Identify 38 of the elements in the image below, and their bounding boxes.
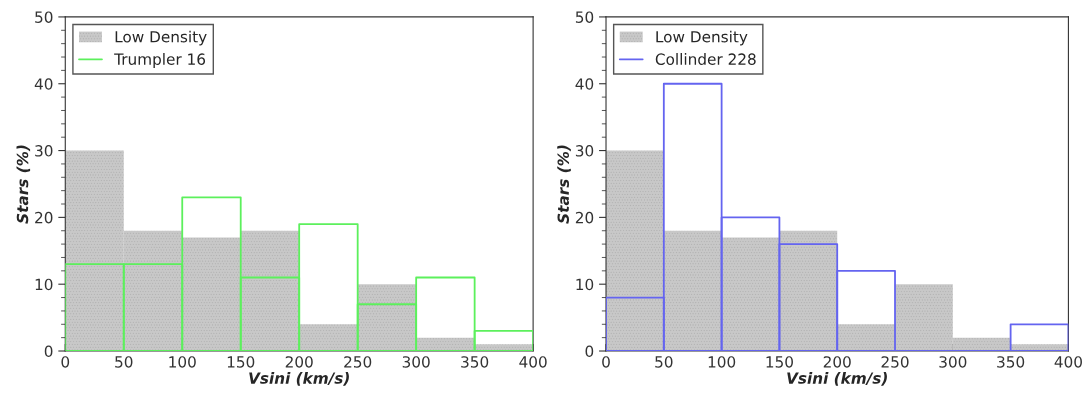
x-tick-label: 0 — [61, 356, 70, 368]
x-tick-label: 100 — [708, 356, 736, 368]
x-tick-label: 250 — [344, 356, 372, 368]
y-tick-label: 10 — [35, 278, 53, 291]
x-tick-label: 100 — [169, 356, 196, 368]
y-tick-label: 50 — [575, 11, 594, 23]
y-tick-label: 10 — [576, 278, 594, 291]
x-tick-label: 300 — [402, 356, 430, 368]
y-tick-label: 0 — [585, 345, 594, 358]
x-tick-label: 400 — [1054, 356, 1082, 368]
x-tick-label: 350 — [997, 356, 1025, 368]
legend-label: Low Density — [656, 30, 748, 46]
legend-label: Collinder 228 — [655, 53, 756, 65]
x-tick-label: 150 — [227, 356, 255, 368]
x-tick-label: 0 — [602, 356, 610, 368]
y-axis-title: Stars (%) — [16, 145, 31, 224]
legend-label: Trumpler 16 — [114, 53, 206, 68]
y-tick-label: 40 — [575, 78, 594, 90]
y-tick-label: 30 — [575, 145, 594, 157]
y-axis-title: Stars (%) — [557, 145, 571, 224]
y-tick-label: 30 — [35, 145, 53, 157]
x-tick-label: 50 — [115, 356, 133, 368]
x-tick-label: 350 — [461, 356, 489, 368]
x-tick-label: 400 — [519, 356, 547, 368]
x-tick-label: 150 — [766, 356, 793, 368]
y-tick-label: 40 — [34, 78, 53, 90]
y-tick-label: 20 — [35, 211, 53, 224]
x-tick-label: 50 — [655, 356, 673, 368]
x-tick-label: 200 — [823, 356, 851, 368]
x-axis-title: Vsini (km/s) — [787, 372, 887, 386]
x-tick-label: 250 — [881, 356, 909, 368]
x-tick-label: 200 — [285, 356, 313, 368]
y-tick-label: 0 — [44, 345, 53, 358]
y-tick-label: 20 — [575, 211, 594, 224]
y-tick-label: 50 — [35, 11, 53, 23]
x-tick-label: 300 — [939, 356, 967, 368]
legend-label: Low Density — [115, 30, 207, 46]
x-axis-title: Vsini (km/s) — [249, 372, 349, 386]
